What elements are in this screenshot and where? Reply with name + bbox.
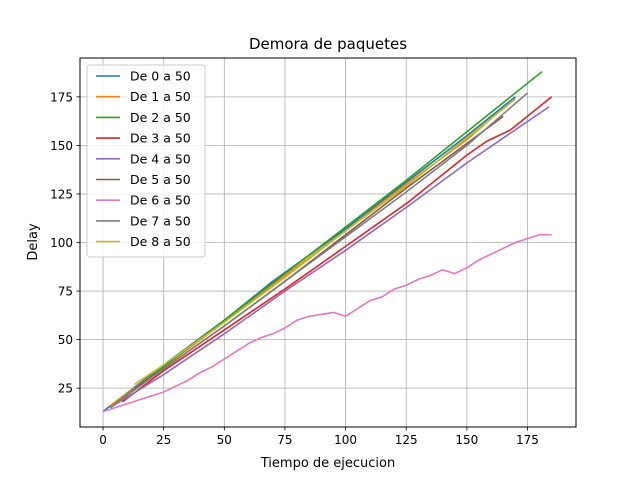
legend-label-2: De 2 a 50 xyxy=(130,110,191,125)
x-tick-label: 175 xyxy=(516,433,539,447)
series-line-2 xyxy=(114,70,543,405)
legend-box xyxy=(86,64,206,258)
x-tick-label: 150 xyxy=(455,433,478,447)
legend: De 0 a 50 De 1 a 50 De 2 a 50 De 3 a 50 De 4… xyxy=(86,64,206,258)
legend-label-4: De 4 a 50 xyxy=(130,151,191,166)
legend-label-7: De 7 a 50 xyxy=(130,213,191,228)
series-line-3 xyxy=(121,96,553,403)
x-tick-label: 25 xyxy=(156,433,171,447)
y-tick-label: 25 xyxy=(58,382,73,396)
series-lines xyxy=(102,70,553,413)
x-tick-label: 75 xyxy=(277,433,292,447)
series-line-7 xyxy=(109,92,529,409)
legend-label-6: De 6 a 50 xyxy=(130,193,191,208)
y-axis-label: Delay xyxy=(26,223,41,261)
x-axis-label: Tiempo de ejecucion xyxy=(260,456,395,471)
y-tick-label: 75 xyxy=(58,285,73,299)
y-tick-label: 150 xyxy=(50,139,73,153)
x-tick-label: 125 xyxy=(395,433,418,447)
ticks: 0 25 50 75 100 125 150 175 25 50 75 100 125 150 175 xyxy=(50,90,539,447)
y-tick-label: 175 xyxy=(50,90,73,104)
legend-label-0: De 0 a 50 xyxy=(130,69,191,84)
chart-title: Demora de paquetes xyxy=(249,35,407,53)
legend-label-3: De 3 a 50 xyxy=(130,131,191,146)
series-line-6 xyxy=(102,233,552,413)
y-tick-label: 125 xyxy=(50,187,73,201)
series-line-8 xyxy=(134,98,516,385)
legend-label-5: De 5 a 50 xyxy=(130,172,191,187)
x-tick-label: 0 xyxy=(99,433,107,447)
legend-label-8: De 8 a 50 xyxy=(130,234,191,249)
y-tick-label: 50 xyxy=(58,333,73,347)
legend-label-1: De 1 a 50 xyxy=(130,89,191,104)
x-tick-label: 50 xyxy=(217,433,232,447)
series-line-4 xyxy=(109,105,550,409)
y-tick-label: 100 xyxy=(50,236,73,250)
x-tick-label: 100 xyxy=(334,433,357,447)
